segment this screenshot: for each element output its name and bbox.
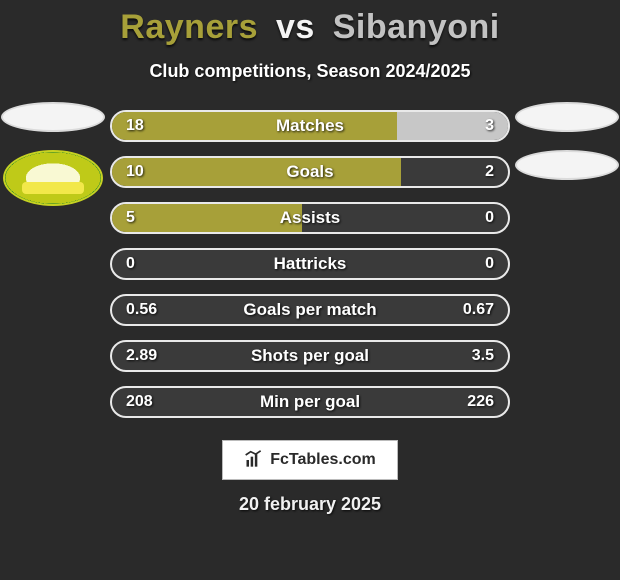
stat-row: 5 Assists 0 (110, 202, 510, 234)
stat-value-right: 2 (485, 163, 494, 181)
footer-date: 20 february 2025 (0, 494, 620, 515)
stat-value-left: 5 (126, 209, 135, 227)
brand-text: FcTables.com (270, 451, 376, 469)
stat-value-right: 3 (485, 117, 494, 135)
player1-badge-placeholder (1, 102, 105, 132)
player2-badge-placeholder (515, 102, 619, 132)
stat-row: 10 Goals 2 (110, 156, 510, 188)
stat-value-right: 3.5 (472, 347, 494, 365)
stat-value-right: 226 (467, 393, 494, 411)
stat-value-left: 0 (126, 255, 135, 273)
stat-label: Assists (280, 208, 340, 228)
stat-row: 0.56 Goals per match 0.67 (110, 294, 510, 326)
comparison-body: 18 Matches 3 10 Goals 2 5 Assists 0 0 Hattricks 0 0.… (0, 110, 620, 418)
stat-row: 0 Hattricks 0 (110, 248, 510, 280)
left-badge-column (0, 102, 108, 206)
chart-icon (244, 450, 264, 470)
stat-label: Goals per match (243, 300, 376, 320)
stat-fill-left (112, 112, 397, 140)
stat-fill-left (112, 204, 302, 232)
right-badge-column (512, 102, 620, 180)
stat-label: Shots per goal (251, 346, 369, 366)
stat-value-left: 2.89 (126, 347, 157, 365)
subtitle: Club competitions, Season 2024/2025 (0, 61, 620, 82)
stat-value-right: 0 (485, 255, 494, 273)
stat-label: Goals (286, 162, 333, 182)
player2-club-placeholder (515, 150, 619, 180)
player2-name: Sibanyoni (333, 8, 500, 46)
stat-rows: 18 Matches 3 10 Goals 2 5 Assists 0 0 Hattricks 0 0.… (110, 110, 510, 418)
stat-label: Hattricks (274, 254, 347, 274)
vs-label: vs (276, 8, 315, 46)
stat-value-left: 18 (126, 117, 144, 135)
stat-label: Matches (276, 116, 344, 136)
comparison-title: Rayners vs Sibanyoni (0, 0, 620, 47)
player1-name: Rayners (120, 8, 258, 46)
stat-value-right: 0 (485, 209, 494, 227)
stat-row: 2.89 Shots per goal 3.5 (110, 340, 510, 372)
stat-value-left: 0.56 (126, 301, 157, 319)
stat-fill-left (112, 158, 401, 186)
stat-row: 18 Matches 3 (110, 110, 510, 142)
player1-club-crest (3, 150, 103, 206)
brand-badge: FcTables.com (222, 440, 398, 480)
stat-value-left: 10 (126, 163, 144, 181)
stat-label: Min per goal (260, 392, 360, 412)
stat-value-left: 208 (126, 393, 153, 411)
stat-value-right: 0.67 (463, 301, 494, 319)
stat-row: 208 Min per goal 226 (110, 386, 510, 418)
